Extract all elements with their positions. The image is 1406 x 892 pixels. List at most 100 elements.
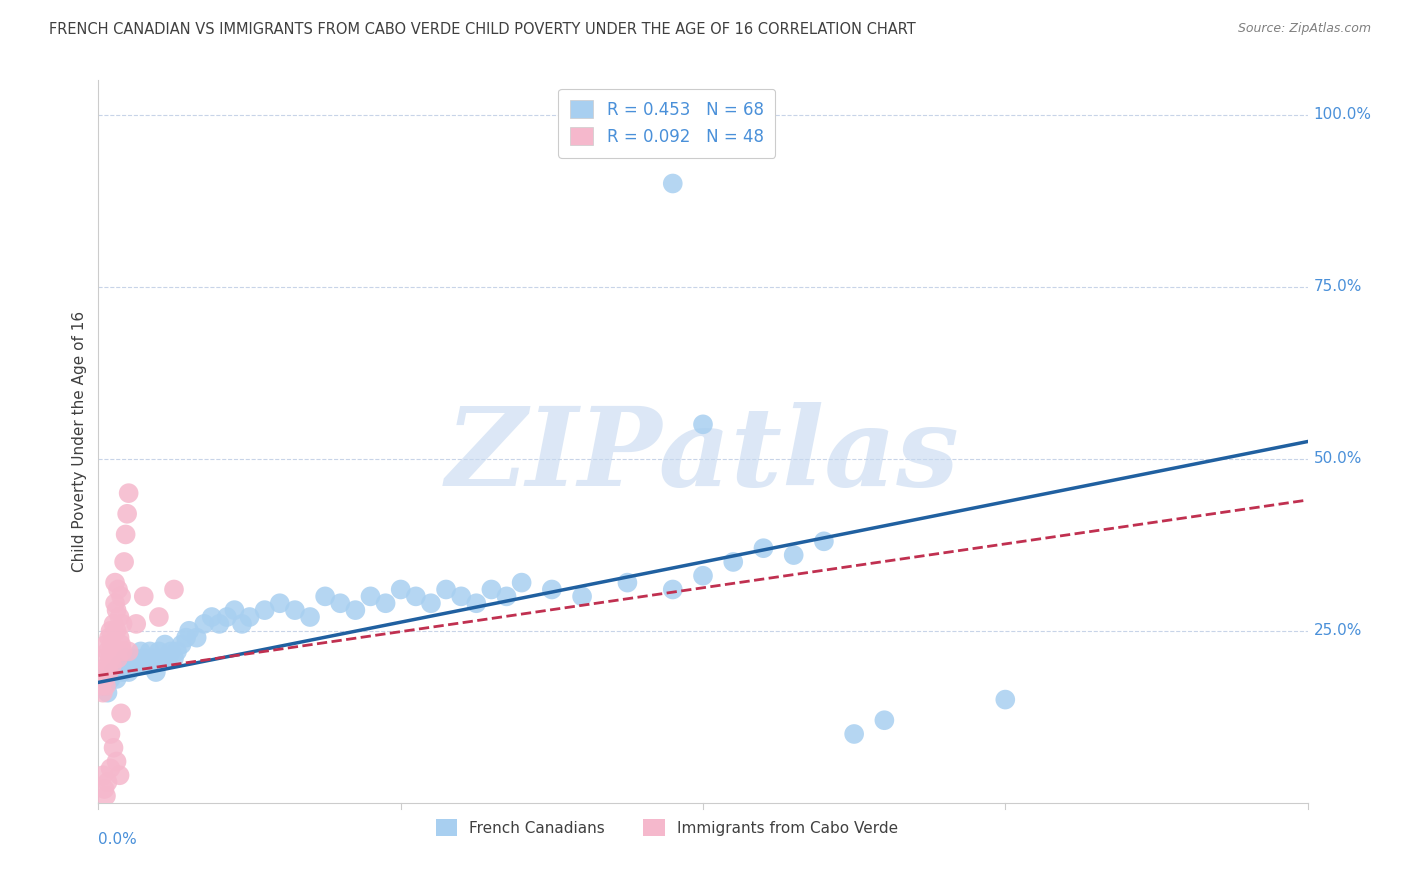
Point: [105, 672, 128, 686]
Point: [94, 679, 117, 693]
Point: [94, 638, 117, 652]
Point: [101, 638, 124, 652]
Point: [692, 417, 714, 432]
Point: [269, 596, 291, 610]
Point: [108, 658, 131, 673]
Point: [91, 686, 114, 700]
Point: [510, 575, 533, 590]
Point: [616, 575, 638, 590]
Point: [108, 631, 131, 645]
Point: [125, 616, 148, 631]
Point: [132, 590, 155, 604]
Point: [91, 665, 114, 679]
Point: [105, 755, 128, 769]
Point: [93, 679, 115, 693]
Point: [215, 610, 238, 624]
Point: [100, 761, 122, 775]
Point: [98, 665, 121, 679]
Text: 50.0%: 50.0%: [1313, 451, 1362, 467]
Point: [201, 610, 224, 624]
Point: [163, 582, 186, 597]
Point: [127, 658, 149, 673]
Point: [110, 590, 132, 604]
Point: [96, 644, 118, 658]
Point: [160, 644, 183, 658]
Point: [994, 692, 1017, 706]
Point: [105, 603, 128, 617]
Text: 25.0%: 25.0%: [1313, 624, 1362, 639]
Point: [170, 638, 193, 652]
Point: [100, 727, 122, 741]
Point: [96, 775, 118, 789]
Point: [344, 603, 367, 617]
Point: [111, 616, 134, 631]
Point: [142, 651, 165, 665]
Point: [224, 603, 246, 617]
Text: 100.0%: 100.0%: [1313, 107, 1372, 122]
Point: [129, 644, 152, 658]
Point: [148, 610, 170, 624]
Point: [174, 631, 197, 645]
Point: [360, 590, 382, 604]
Point: [91, 768, 114, 782]
Point: [153, 638, 176, 652]
Point: [93, 782, 115, 797]
Point: [94, 789, 117, 803]
Point: [103, 616, 125, 631]
Point: [104, 596, 127, 610]
Point: [101, 658, 124, 673]
Point: [103, 740, 125, 755]
Point: [96, 658, 118, 673]
Point: [239, 610, 262, 624]
Point: [118, 486, 141, 500]
Point: [844, 727, 866, 741]
Point: [111, 644, 134, 658]
Point: [103, 644, 125, 658]
Point: [156, 651, 179, 665]
Point: [114, 527, 136, 541]
Point: [253, 603, 276, 617]
Point: [661, 582, 683, 597]
Point: [148, 644, 170, 658]
Point: [752, 541, 775, 556]
Point: [231, 616, 253, 631]
Point: [108, 610, 131, 624]
Point: [783, 548, 806, 562]
Point: [121, 658, 143, 673]
Point: [208, 616, 231, 631]
Text: ZIPatlas: ZIPatlas: [446, 402, 960, 509]
Point: [692, 568, 714, 582]
Point: [110, 638, 132, 652]
Point: [873, 713, 896, 727]
Point: [540, 582, 562, 597]
Point: [139, 644, 162, 658]
Y-axis label: Child Poverty Under the Age of 16: Child Poverty Under the Age of 16: [72, 311, 87, 572]
Point: [193, 616, 215, 631]
Point: [434, 582, 457, 597]
Point: [179, 624, 201, 638]
Point: [132, 651, 155, 665]
Point: [813, 534, 835, 549]
Point: [100, 672, 122, 686]
Point: [186, 631, 208, 645]
Point: [124, 651, 146, 665]
Point: [166, 644, 188, 658]
Legend: French Canadians, Immigrants from Cabo Verde: French Canadians, Immigrants from Cabo V…: [429, 814, 904, 842]
Point: [114, 651, 136, 665]
Point: [495, 590, 517, 604]
Point: [110, 706, 132, 721]
Point: [284, 603, 307, 617]
Point: [481, 582, 503, 597]
Point: [389, 582, 412, 597]
Point: [107, 582, 129, 597]
Point: [299, 610, 322, 624]
Point: [112, 555, 135, 569]
Point: [661, 177, 683, 191]
Point: [420, 596, 443, 610]
Point: [103, 665, 125, 679]
Point: [118, 644, 141, 658]
Point: [450, 590, 472, 604]
Point: [90, 679, 112, 693]
Point: [98, 631, 121, 645]
Text: Source: ZipAtlas.com: Source: ZipAtlas.com: [1237, 22, 1371, 36]
